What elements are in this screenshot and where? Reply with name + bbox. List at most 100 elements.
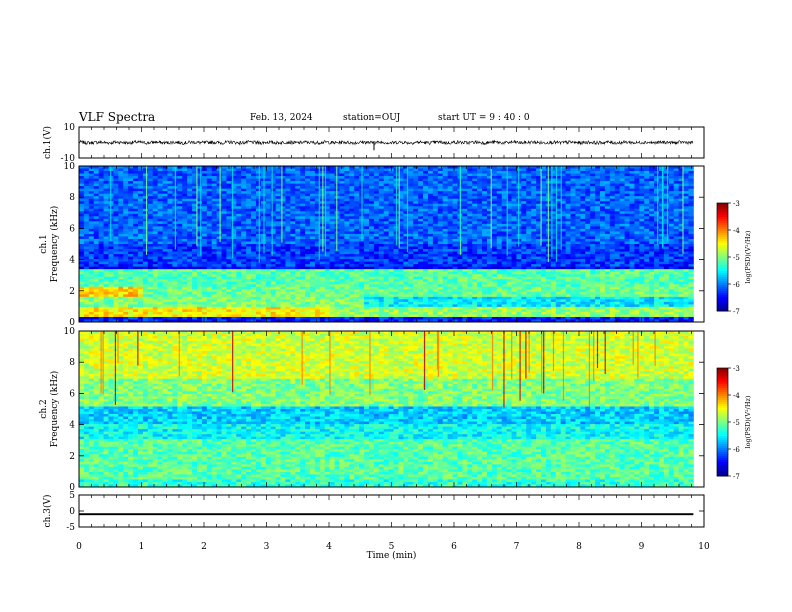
spectro-cell xyxy=(142,211,149,215)
spectro-cell xyxy=(103,193,109,197)
spectro-cell xyxy=(541,201,547,205)
spectro-cell xyxy=(265,218,272,222)
spectro-cell xyxy=(221,166,227,169)
spectro-cell xyxy=(206,218,213,222)
spectro-cell xyxy=(113,201,119,205)
spectro-cell xyxy=(339,231,345,235)
spectro-cell xyxy=(368,246,375,250)
spectro-cell xyxy=(128,213,134,217)
spectro-cell xyxy=(629,193,635,197)
spectro-cell xyxy=(688,241,694,245)
spectro-cell xyxy=(123,226,129,230)
spectro-cell xyxy=(280,241,286,245)
spectro-cell xyxy=(590,216,596,220)
spectro-cell xyxy=(280,231,286,235)
spectro-cell xyxy=(590,168,596,172)
spectro-cell xyxy=(339,203,345,207)
spectro-cell xyxy=(565,201,571,205)
spectro-cell xyxy=(98,246,104,250)
spectro-cell xyxy=(516,254,522,257)
spectro-cell xyxy=(516,249,522,252)
spectro-cell xyxy=(201,246,208,250)
spectro-cell xyxy=(511,244,517,247)
spectro-cell xyxy=(649,206,655,210)
spectro-cell xyxy=(673,236,680,240)
spectro-cell xyxy=(275,246,281,250)
spectro-cell xyxy=(403,208,409,212)
spectro-cell xyxy=(555,186,562,190)
spectro-cell xyxy=(157,261,163,265)
spectro-cell xyxy=(231,244,237,247)
spectro-cell xyxy=(383,186,390,190)
spectro-cell xyxy=(599,254,606,257)
spectro-cell xyxy=(216,259,222,263)
spectro-cell xyxy=(423,208,429,212)
spectro-cell xyxy=(295,171,301,174)
spectro-cell xyxy=(236,261,242,265)
spectro-cell xyxy=(575,226,581,230)
spectro-cell xyxy=(654,238,660,242)
spectro-cell xyxy=(673,208,680,212)
spectro-cell xyxy=(354,208,360,212)
spectro-cell xyxy=(98,226,104,230)
spectro-cell xyxy=(157,259,163,263)
spectro-cell xyxy=(344,206,350,210)
spectro-cell xyxy=(305,186,311,190)
spectro-cell xyxy=(619,249,625,252)
spectro-cell xyxy=(604,251,611,255)
spectro-cell xyxy=(526,196,532,200)
spectro-cell xyxy=(157,166,163,169)
spectro-cell xyxy=(364,198,370,202)
spectro-cell xyxy=(368,203,375,207)
spectro-cell xyxy=(668,249,675,252)
spectro-cell xyxy=(383,241,390,245)
spectro-cell xyxy=(427,188,434,192)
spectro-cell xyxy=(541,193,547,197)
spectro-cell xyxy=(142,196,149,200)
spectro-cell xyxy=(270,201,277,205)
spectro-cell xyxy=(482,178,488,182)
spectro-cell xyxy=(378,251,385,255)
spectro-cell xyxy=(221,238,227,242)
spectro-cell xyxy=(314,166,321,169)
spectro-cell xyxy=(137,236,144,240)
spectro-cell xyxy=(211,246,218,250)
spectro-cell xyxy=(378,246,385,250)
spectro-cell xyxy=(265,196,272,200)
spectro-cell xyxy=(644,259,650,263)
spectro-cell xyxy=(236,188,242,192)
spectro-cell xyxy=(393,244,399,247)
spectro-cell xyxy=(157,193,163,197)
spectro-cell xyxy=(590,201,596,205)
spectro-cell xyxy=(251,254,257,257)
spectro-cell xyxy=(575,216,581,220)
spectro-cell xyxy=(329,188,335,192)
spectro-cell xyxy=(501,201,508,205)
spectro-cell xyxy=(133,218,139,222)
spectro-cell xyxy=(452,213,458,217)
spectro-cell xyxy=(108,251,114,255)
spectro-cell xyxy=(142,249,149,252)
spectro-cell xyxy=(688,208,694,212)
spectro-cell xyxy=(555,256,562,260)
spectro-cell xyxy=(128,198,134,202)
spectro-cell xyxy=(486,216,493,220)
spectro-cell xyxy=(83,176,90,179)
spectro-cell xyxy=(477,181,483,185)
spectro-cell xyxy=(560,228,566,232)
spectro-cell xyxy=(673,259,680,263)
spectro-cell xyxy=(688,171,694,174)
spectro-cell xyxy=(604,193,611,197)
spectro-cell xyxy=(133,166,139,169)
spectro-cell xyxy=(599,216,606,220)
spectro-cell xyxy=(339,191,345,195)
spectro-cell xyxy=(624,238,630,242)
spectro-cell xyxy=(462,228,468,232)
spectro-cell xyxy=(275,206,281,210)
spectro-cell xyxy=(88,211,95,215)
spectro-cell xyxy=(408,183,414,187)
spectro-cell xyxy=(619,173,625,177)
spectro-cell xyxy=(147,188,154,192)
spectro-cell xyxy=(93,228,100,232)
spectro-cell xyxy=(79,236,85,240)
